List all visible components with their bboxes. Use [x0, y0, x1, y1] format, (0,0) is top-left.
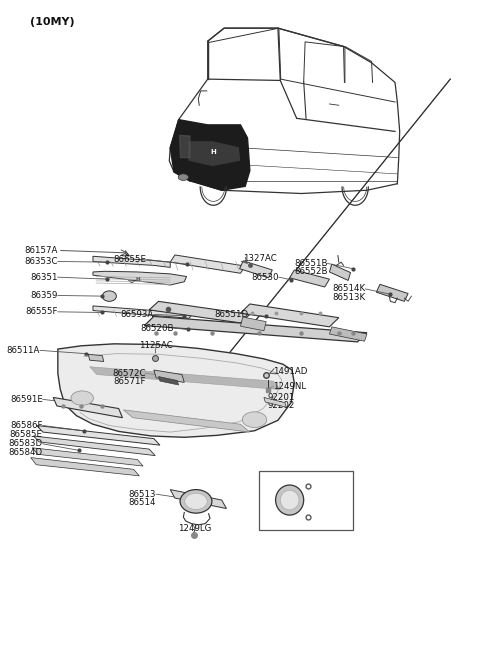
Text: 86655E: 86655E: [114, 255, 147, 264]
Polygon shape: [180, 136, 190, 158]
Text: 86586F: 86586F: [11, 421, 43, 430]
Ellipse shape: [178, 174, 189, 180]
Text: 86551B: 86551B: [294, 259, 327, 268]
Polygon shape: [240, 261, 272, 278]
Text: 86513K: 86513K: [332, 293, 365, 302]
Text: 86520B: 86520B: [141, 324, 174, 333]
Text: 1125AC: 1125AC: [139, 341, 173, 350]
Polygon shape: [93, 256, 170, 267]
Text: 1249NL: 1249NL: [273, 382, 306, 391]
Text: 86353C: 86353C: [24, 257, 58, 266]
Text: 1249LG: 1249LG: [179, 524, 212, 533]
Polygon shape: [144, 316, 367, 342]
Polygon shape: [289, 270, 329, 287]
Text: 18649B: 18649B: [288, 471, 321, 479]
Ellipse shape: [280, 490, 299, 510]
Polygon shape: [53, 398, 122, 418]
Polygon shape: [58, 344, 294, 438]
Polygon shape: [170, 120, 250, 190]
Text: 91214B: 91214B: [314, 495, 348, 503]
Text: 1327AC: 1327AC: [243, 254, 276, 263]
Polygon shape: [31, 458, 139, 476]
Polygon shape: [32, 448, 143, 466]
Polygon shape: [329, 264, 350, 280]
Polygon shape: [158, 377, 179, 385]
Ellipse shape: [71, 391, 94, 405]
Text: 1491AD: 1491AD: [273, 367, 308, 377]
Text: 86530: 86530: [252, 272, 279, 282]
Ellipse shape: [102, 291, 116, 301]
FancyBboxPatch shape: [259, 472, 353, 530]
Ellipse shape: [180, 489, 212, 513]
Text: 86359: 86359: [30, 291, 58, 300]
Polygon shape: [170, 489, 227, 508]
Text: 86583D: 86583D: [9, 440, 43, 448]
Polygon shape: [240, 317, 266, 331]
Text: 86514: 86514: [129, 498, 156, 507]
Polygon shape: [154, 370, 184, 383]
Polygon shape: [34, 436, 155, 456]
Text: H: H: [135, 276, 140, 282]
Polygon shape: [37, 426, 160, 445]
Polygon shape: [264, 398, 287, 407]
Polygon shape: [170, 255, 245, 273]
Ellipse shape: [129, 276, 135, 282]
Polygon shape: [90, 367, 280, 390]
Text: 86511A: 86511A: [7, 346, 40, 355]
Ellipse shape: [276, 485, 304, 515]
Text: 86552B: 86552B: [294, 267, 327, 276]
Polygon shape: [329, 327, 367, 341]
Polygon shape: [189, 142, 240, 166]
Text: 86572C: 86572C: [112, 369, 145, 378]
Polygon shape: [149, 301, 250, 323]
Text: (10MY): (10MY): [30, 17, 74, 27]
Text: 86591E: 86591E: [10, 395, 43, 404]
Text: 86513: 86513: [129, 490, 156, 498]
Text: 86514K: 86514K: [332, 284, 365, 293]
Polygon shape: [93, 271, 187, 285]
Polygon shape: [93, 306, 192, 318]
Ellipse shape: [185, 493, 207, 510]
Text: 86584D: 86584D: [9, 448, 43, 457]
Text: 86555F: 86555F: [25, 307, 58, 316]
Text: 92201: 92201: [268, 393, 295, 402]
Text: H: H: [210, 149, 216, 155]
Text: 86571F: 86571F: [113, 377, 145, 386]
Text: 86593A: 86593A: [120, 310, 154, 319]
Text: 86585E: 86585E: [10, 430, 43, 439]
Polygon shape: [376, 284, 408, 301]
Polygon shape: [123, 410, 250, 432]
Text: 86551D: 86551D: [215, 310, 249, 319]
Ellipse shape: [242, 412, 267, 428]
Polygon shape: [240, 304, 339, 327]
Polygon shape: [88, 354, 104, 362]
Text: 92202: 92202: [268, 402, 295, 411]
Text: 86351: 86351: [30, 272, 58, 282]
Text: 86157A: 86157A: [24, 246, 58, 255]
